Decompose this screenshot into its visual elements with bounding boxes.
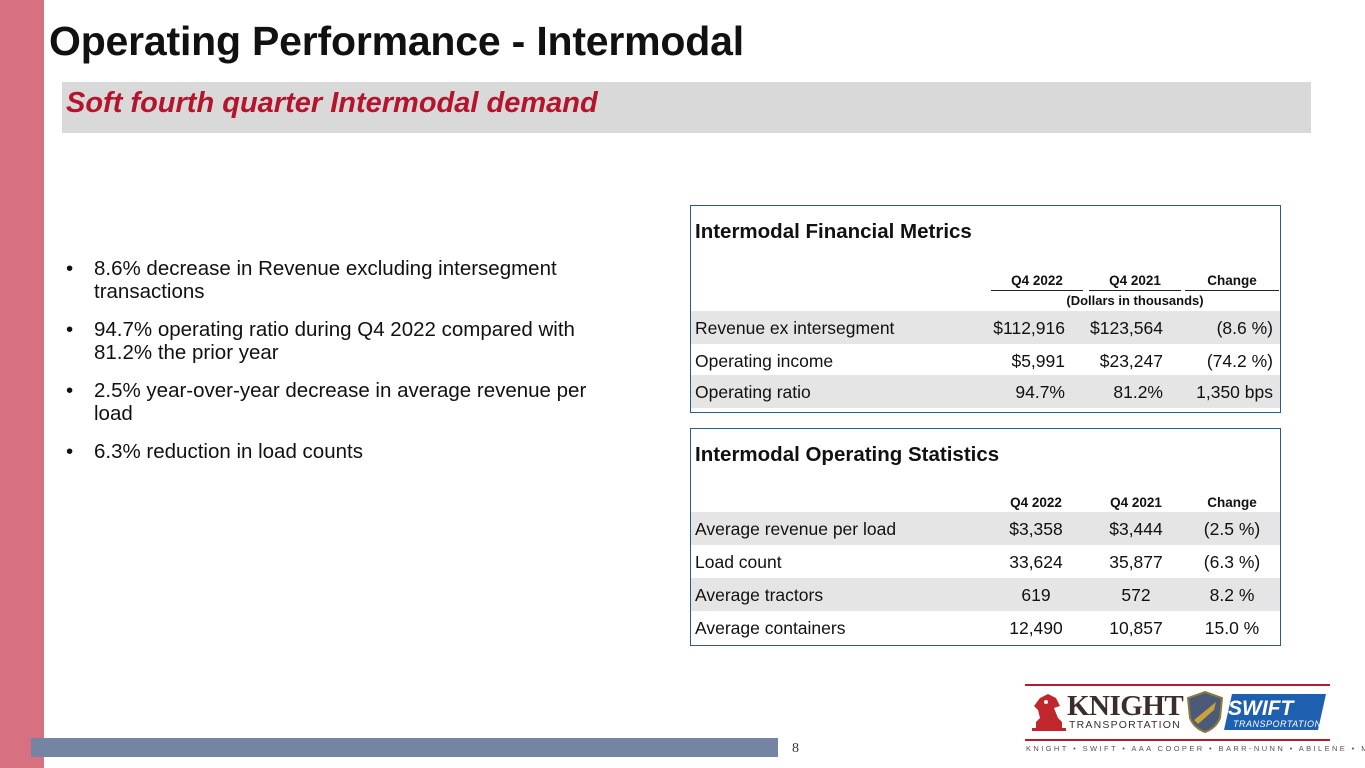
- table-title: Intermodal Financial Metrics: [695, 220, 972, 243]
- footer-bar: [31, 738, 778, 757]
- bullet-item: • 2.5% year-over-year decrease in average…: [66, 379, 626, 425]
- cell-q4-2022: $3,358: [1009, 519, 1063, 539]
- financial-metrics-table: Intermodal Financial Metrics Q4 2022 Q4 …: [690, 205, 1281, 413]
- cell-change: 8.2 %: [1209, 585, 1255, 605]
- column-header-q4-2022: Q4 2022: [989, 495, 1083, 513]
- cell-q4-2021: $3,444: [1109, 519, 1163, 539]
- swift-logo-subtitle: TRANSPORTATION: [1233, 719, 1322, 729]
- operating-statistics-table: Intermodal Operating Statistics Q4 2022 …: [690, 428, 1281, 646]
- row-label: Load count: [695, 552, 782, 572]
- table-row: Revenue ex intersegment $112,916 $123,56…: [691, 311, 1280, 344]
- knight-logo-subtitle: TRANSPORTATION: [1069, 719, 1181, 731]
- column-header-q4-2022: Q4 2022: [991, 273, 1083, 291]
- cell-q4-2022: 12,490: [1009, 618, 1063, 638]
- cell-q4-2022: $112,916: [993, 318, 1065, 338]
- column-header-q4-2021: Q4 2021: [1091, 495, 1181, 513]
- page-number: 8: [792, 741, 799, 756]
- bullet-marker: •: [66, 318, 74, 341]
- cell-q4-2021: 10,857: [1109, 618, 1163, 638]
- cell-change: (6.3 %): [1203, 552, 1261, 572]
- brands-tagline: KNIGHT • SWIFT • AAA COOPER • BARR-NUNN …: [1026, 744, 1365, 753]
- shield-icon: [1186, 690, 1224, 734]
- logo-bottom-rule: [1025, 739, 1330, 741]
- accent-bar: [0, 0, 44, 768]
- page-subtitle: Soft fourth quarter Intermodal demand: [66, 87, 598, 119]
- cell-q4-2021: 572: [1121, 585, 1151, 605]
- bullet-item: • 6.3% reduction in load counts: [66, 440, 626, 463]
- cell-change: (8.6 %): [1216, 318, 1273, 338]
- cell-change: 15.0 %: [1204, 618, 1260, 638]
- column-header-change: Change: [1185, 273, 1279, 291]
- table-row: Average revenue per load $3,358 $3,444 (…: [691, 512, 1280, 545]
- page-title: Operating Performance - Intermodal: [49, 18, 744, 64]
- cell-q4-2021: 35,877: [1109, 552, 1163, 572]
- column-header-change: Change: [1185, 495, 1279, 513]
- bullet-item: • 8.6% decrease in Revenue excluding inte…: [66, 257, 626, 303]
- bullet-text: 94.7% operating ratio during Q4 2022 com…: [94, 318, 575, 364]
- cell-q4-2021: $23,247: [1099, 351, 1163, 371]
- bullet-marker: •: [66, 379, 74, 402]
- knight-logo-name: KNIGHT: [1067, 690, 1184, 722]
- cell-q4-2022: 33,624: [1009, 552, 1063, 572]
- column-header-q4-2021: Q4 2021: [1089, 273, 1181, 291]
- swift-logo-name: SWIFT: [1228, 697, 1294, 720]
- bullet-item: • 94.7% operating ratio during Q4 2022 co…: [66, 318, 626, 364]
- knight-chess-icon: [1032, 694, 1066, 731]
- row-label: Operating income: [695, 351, 834, 371]
- cell-change: (2.5 %): [1203, 519, 1261, 539]
- table-row: Load count 33,624 35,877 (6.3 %): [691, 545, 1280, 578]
- logo-top-rule: [1025, 684, 1330, 686]
- bullet-text: 2.5% year-over-year decrease in average …: [94, 379, 587, 425]
- cell-q4-2022: $5,991: [1011, 351, 1065, 371]
- table-row: Operating income $5,991 $23,247 (74.2 %): [691, 344, 1280, 377]
- cell-q4-2022: 619: [1021, 585, 1051, 605]
- bullet-text: 6.3% reduction in load counts: [94, 440, 363, 463]
- bullet-text: 8.6% decrease in Revenue excluding inter…: [94, 257, 557, 303]
- row-label: Average containers: [695, 618, 846, 638]
- table-title: Intermodal Operating Statistics: [695, 443, 1000, 466]
- row-label: Average tractors: [695, 585, 824, 605]
- cell-q4-2022: 94.7%: [1015, 382, 1065, 402]
- swift-logo-badge: [1224, 694, 1326, 730]
- row-label: Operating ratio: [695, 382, 811, 402]
- table-row: Average containers 12,490 10,857 15.0 %: [691, 611, 1280, 644]
- bullet-list: • 8.6% decrease in Revenue excluding inte…: [66, 257, 626, 478]
- table-row: Operating ratio 94.7% 81.2% 1,350 bps: [691, 375, 1280, 408]
- cell-change: (74.2 %): [1206, 351, 1273, 371]
- units-note: (Dollars in thousands): [1066, 293, 1204, 308]
- cell-q4-2021: $123,564: [1090, 318, 1163, 338]
- cell-q4-2021: 81.2%: [1113, 382, 1163, 402]
- bullet-marker: •: [66, 440, 74, 463]
- bullet-marker: •: [66, 257, 74, 280]
- table-row: Average tractors 619 572 8.2 %: [691, 578, 1280, 611]
- subtitle-band: [62, 82, 1311, 133]
- row-label: Average revenue per load: [695, 519, 897, 539]
- cell-change: 1,350 bps: [1196, 382, 1273, 402]
- row-label: Revenue ex intersegment: [695, 318, 895, 338]
